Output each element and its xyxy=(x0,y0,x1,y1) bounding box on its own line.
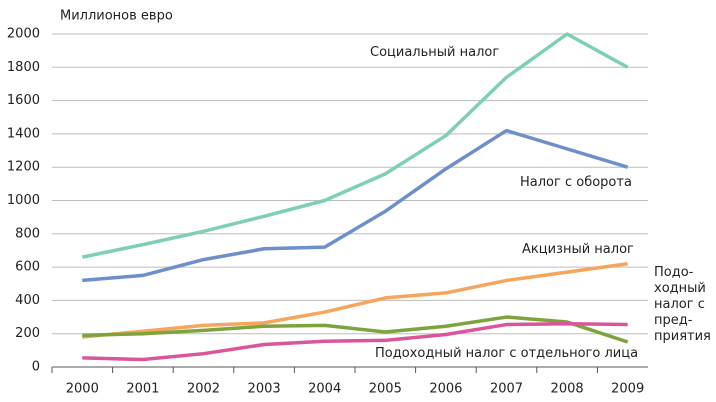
series-line xyxy=(82,315,629,344)
x-tick-label: 2005 xyxy=(369,382,402,397)
y-tick-label: 1800 xyxy=(7,60,40,75)
y-tick-label: 200 xyxy=(15,326,40,341)
y-tick-label: 1000 xyxy=(7,193,40,208)
y-tick-label: 1600 xyxy=(7,93,40,108)
y-tick-label: 400 xyxy=(15,293,40,308)
x-tick-label: 2009 xyxy=(611,382,644,397)
x-tick-label: 2001 xyxy=(126,382,159,397)
x-tick-label: 2006 xyxy=(429,382,462,397)
y-tick-label: 1200 xyxy=(7,160,40,175)
x-tick-label: 2000 xyxy=(66,382,99,397)
y-tick-label: 0 xyxy=(32,360,40,375)
y-tick-label: 800 xyxy=(15,226,40,241)
y-tick-label: 1400 xyxy=(7,126,40,141)
series-label: Налог с оборота xyxy=(520,175,632,190)
series-line xyxy=(81,32,629,259)
series-label: Подо-ходный налог с пред-приятия xyxy=(654,265,711,344)
y-axis-label: Миллионов евро xyxy=(60,9,173,24)
y-tick-label: 600 xyxy=(15,260,40,275)
y-tick-label: 2000 xyxy=(7,27,40,42)
series-label: Подоходный налог с отдельного лица xyxy=(375,346,638,361)
x-tick-label: 2003 xyxy=(248,382,281,397)
x-tick-label: 2008 xyxy=(551,382,584,397)
series-label: Акцизный налог xyxy=(522,242,634,257)
x-tick-label: 2007 xyxy=(490,382,523,397)
x-tick-label: 2004 xyxy=(308,382,341,397)
series-line xyxy=(82,128,629,283)
series-line xyxy=(82,321,628,362)
series-line xyxy=(82,262,628,339)
x-tick-label: 2002 xyxy=(187,382,220,397)
series-label: Социальный налог xyxy=(370,45,499,60)
